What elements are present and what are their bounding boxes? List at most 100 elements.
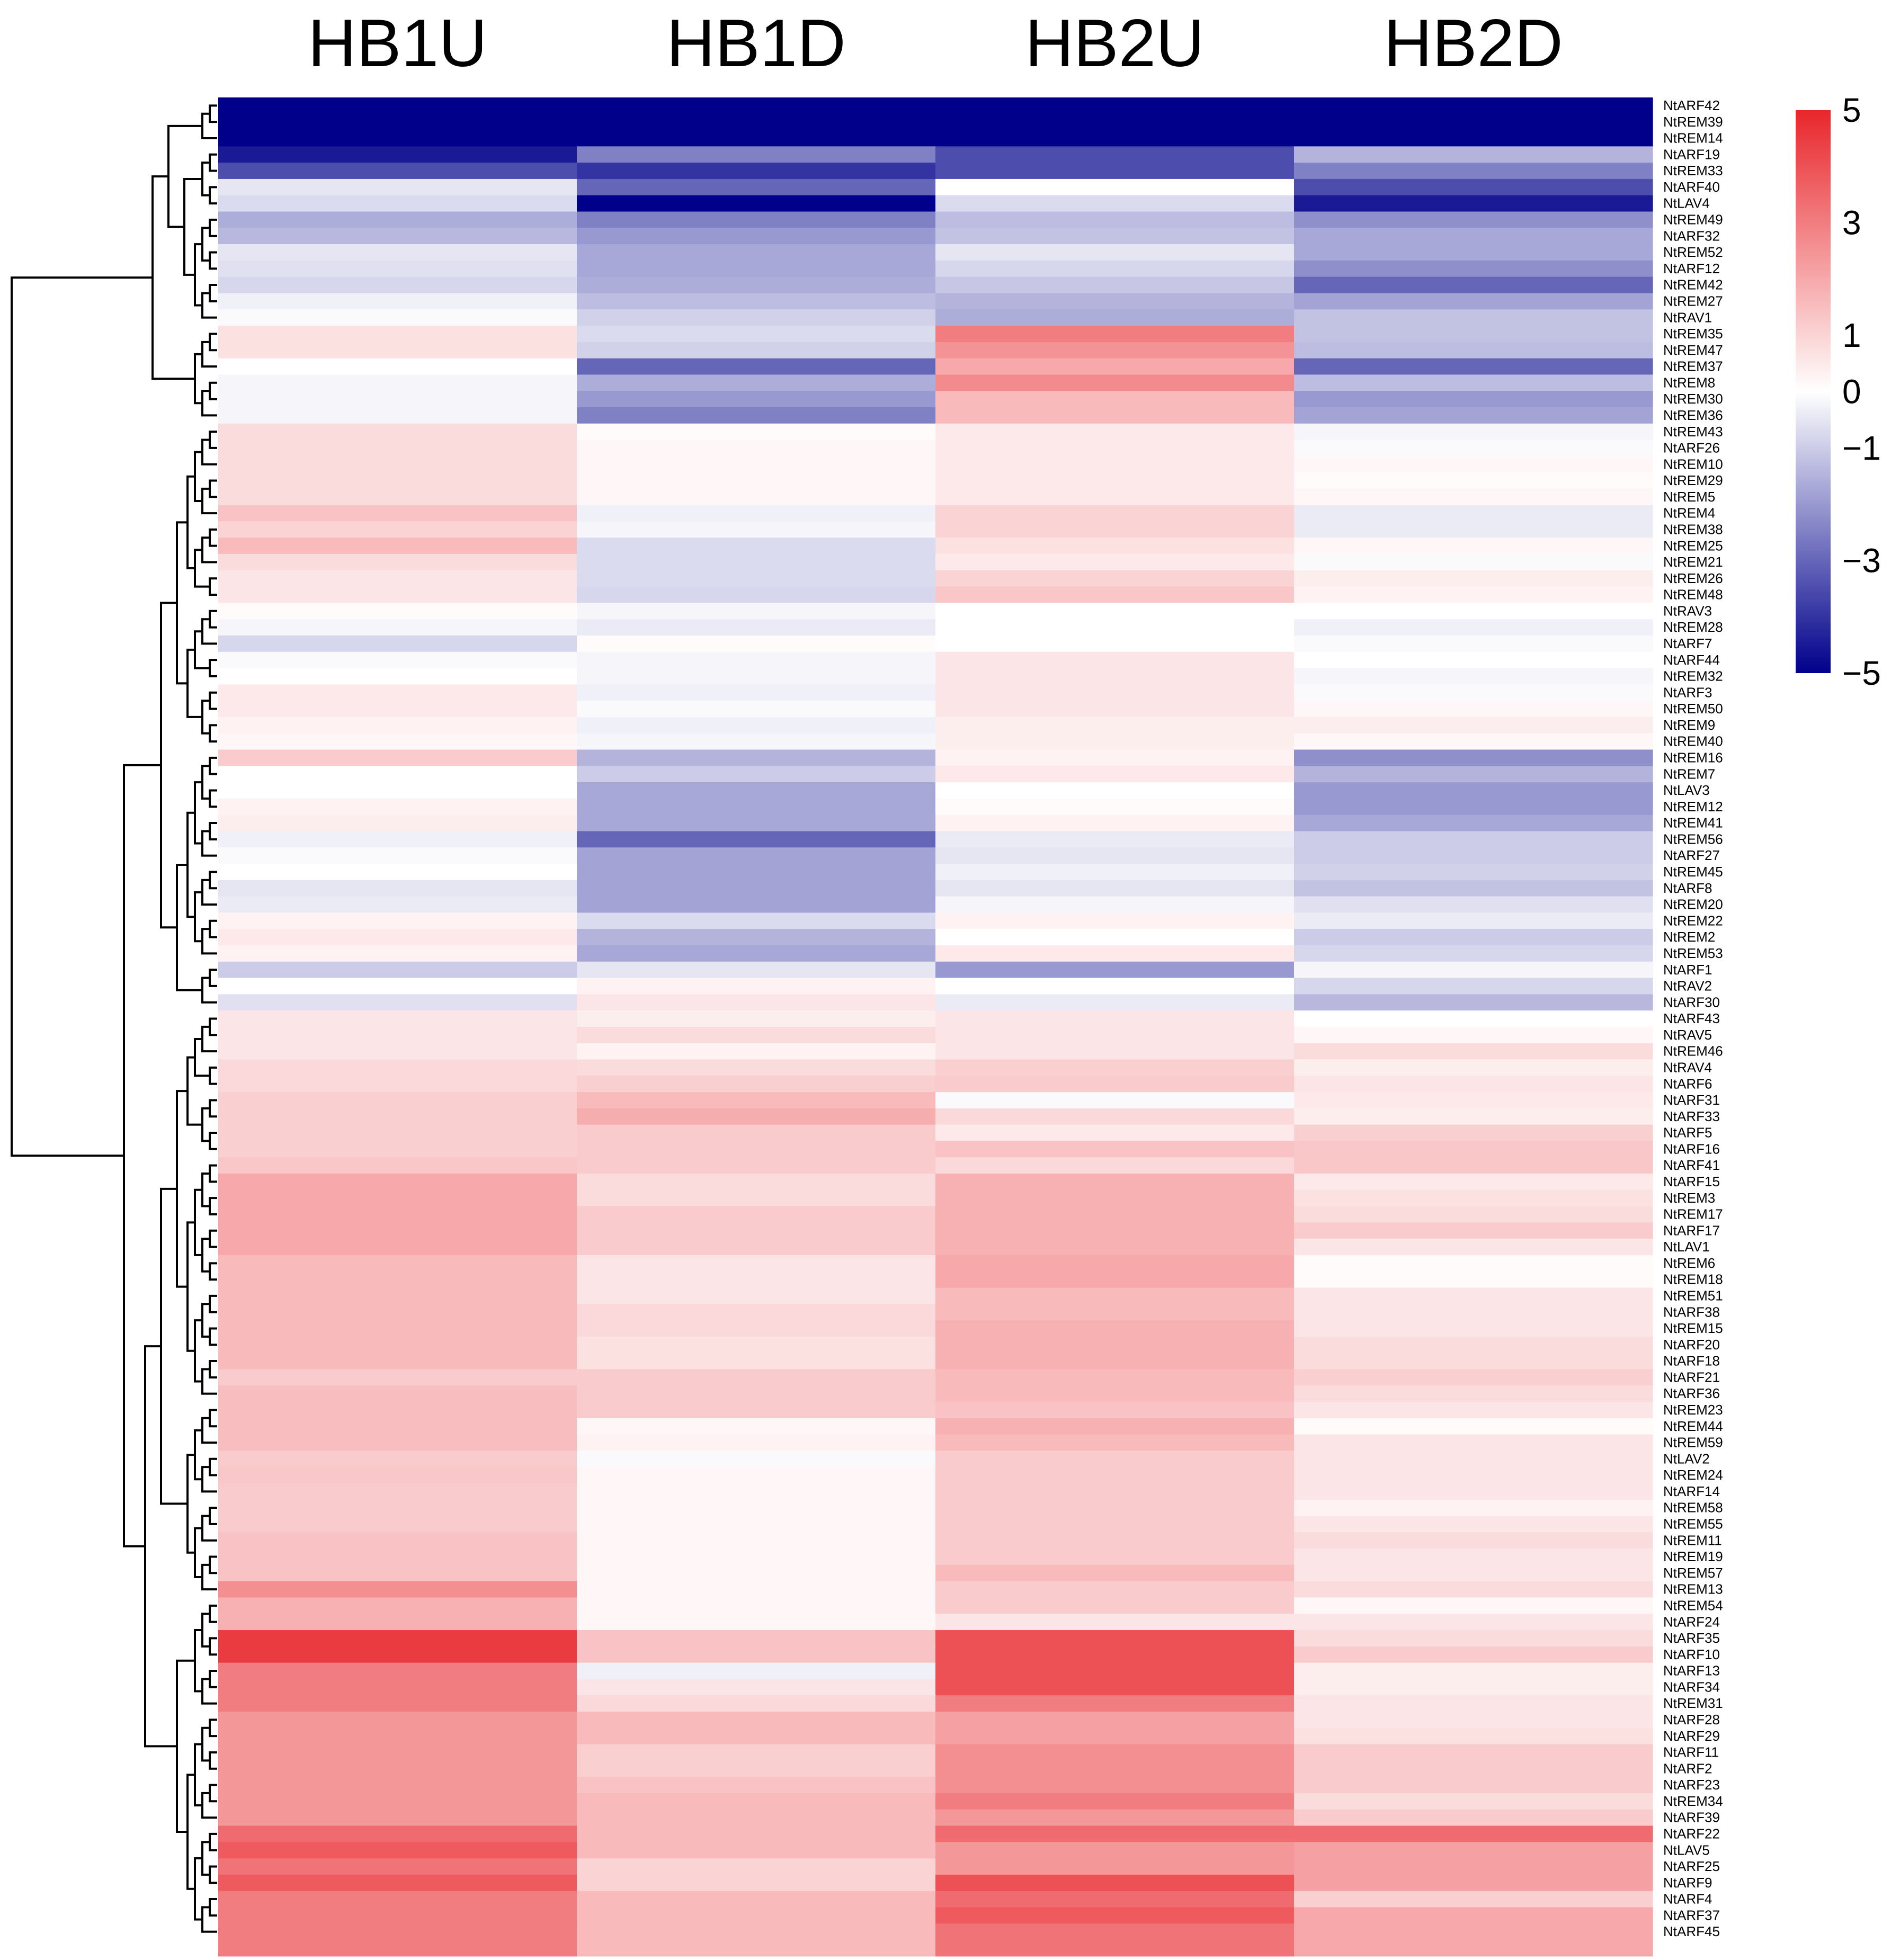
- heatmap-cell: [935, 1108, 1295, 1125]
- heatmap-cell: [935, 733, 1295, 750]
- heatmap-cell: [218, 1418, 577, 1435]
- dendrogram-branch: [209, 1327, 217, 1346]
- heatmap-cell: [1294, 570, 1653, 587]
- heatmap-cell: [1294, 684, 1653, 701]
- row-label: NtREM43: [1663, 424, 1723, 440]
- heatmap-cell: [218, 684, 577, 701]
- dendrogram-branch: [209, 577, 217, 596]
- heatmap-cell: [218, 1711, 577, 1729]
- row-label: NtREM11: [1663, 1532, 1722, 1548]
- row-label: NtARF11: [1663, 1744, 1719, 1760]
- row-dendrogram: [11, 104, 217, 1933]
- row-label: NtREM35: [1663, 326, 1723, 342]
- heatmap-cell: [935, 864, 1295, 881]
- heatmap-cell: [218, 651, 577, 669]
- row-label: NtRAV2: [1663, 978, 1712, 994]
- row-labels: NtARF42NtREM39NtREM14NtARF19NtREM33NtARF…: [1663, 97, 1723, 1939]
- heatmap-cell: [218, 1010, 577, 1027]
- heatmap-cell: [935, 342, 1295, 359]
- heatmap-cell: [218, 1092, 577, 1109]
- dendrogram-branch: [209, 1865, 217, 1884]
- row-label: NtARF31: [1663, 1092, 1720, 1108]
- heatmap-cell: [1294, 619, 1653, 636]
- heatmap-cell: [1294, 211, 1653, 228]
- heatmap-cell: [577, 1809, 936, 1827]
- heatmap-cell: [577, 749, 936, 766]
- heatmap-cell: [1294, 1141, 1653, 1158]
- heatmap-cell: [935, 1679, 1295, 1696]
- heatmap-cell: [218, 1385, 577, 1402]
- heatmap-cell: [935, 1483, 1295, 1500]
- heatmap-cell: [218, 1222, 577, 1239]
- heatmap-cell: [577, 1695, 936, 1712]
- heatmap-cell: [218, 1173, 577, 1191]
- row-label: NtARF42: [1663, 97, 1720, 113]
- heatmap-cell: [218, 1206, 577, 1223]
- heatmap-cell: [935, 1662, 1295, 1679]
- row-label: NtARF1: [1663, 962, 1712, 978]
- heatmap-cell: [218, 423, 577, 441]
- heatmap-cell: [1294, 1940, 1653, 1957]
- heatmap-cell: [577, 1516, 936, 1533]
- row-label: NtREM27: [1663, 293, 1723, 309]
- heatmap-cell: [577, 1173, 936, 1191]
- heatmap-cell: [1294, 326, 1653, 343]
- row-label: NtREM17: [1663, 1206, 1723, 1222]
- row-label: NtRAV4: [1663, 1059, 1712, 1075]
- heatmap-cell: [1294, 1010, 1653, 1027]
- row-label: NtARF17: [1663, 1222, 1720, 1238]
- heatmap-cell: [1294, 668, 1653, 685]
- heatmap-cell: [577, 1320, 936, 1337]
- heatmap-cell: [935, 440, 1295, 457]
- heatmap-cell: [935, 391, 1295, 408]
- row-label: NtARF18: [1663, 1353, 1720, 1369]
- heatmap-cell: [218, 1825, 577, 1842]
- heatmap-cell: [935, 554, 1295, 571]
- heatmap-cell: [577, 342, 936, 359]
- heatmap-cell: [1294, 146, 1653, 163]
- heatmap-cell: [935, 1402, 1295, 1419]
- row-label: NtREM18: [1663, 1272, 1723, 1287]
- heatmap-cell: [577, 1760, 936, 1777]
- heatmap-cell: [577, 1418, 936, 1435]
- row-label: NtREM37: [1663, 359, 1723, 374]
- heatmap-cell: [935, 1451, 1295, 1467]
- heatmap-cell: [935, 178, 1295, 196]
- heatmap-cell: [218, 391, 577, 408]
- row-label: NtREM51: [1663, 1288, 1723, 1304]
- row-label: NtARF29: [1663, 1728, 1720, 1744]
- dendrogram-branch: [209, 1197, 217, 1215]
- dendrogram-branch: [160, 602, 177, 929]
- heatmap-cell: [1294, 1842, 1653, 1859]
- heatmap-cell: [1294, 228, 1653, 245]
- dendrogram-branch: [176, 1659, 195, 1833]
- dendrogram-branch: [209, 381, 217, 400]
- heatmap-cell: [577, 276, 936, 294]
- heatmap-cell: [218, 1157, 577, 1174]
- dendrogram-branch: [160, 1187, 188, 1505]
- heatmap-cell: [1294, 1825, 1653, 1842]
- heatmap-cell: [218, 163, 577, 180]
- dendrogram-branch: [209, 333, 217, 352]
- heatmap-cell: [1294, 1662, 1653, 1679]
- row-label: NtARF12: [1663, 261, 1720, 276]
- heatmap-cell: [577, 309, 936, 326]
- heatmap-cell: [935, 1744, 1295, 1761]
- heatmap-cell: [218, 619, 577, 636]
- heatmap-cell: [1294, 488, 1653, 506]
- heatmap-cell: [218, 1287, 577, 1304]
- heatmap-cell: [577, 635, 936, 652]
- heatmap-cell: [577, 1728, 936, 1745]
- heatmap-cell: [218, 244, 577, 261]
- row-label: NtREM38: [1663, 521, 1723, 537]
- color-legend-bar: [1796, 110, 1831, 673]
- dendrogram-branch: [209, 1604, 217, 1623]
- row-label: NtREM59: [1663, 1435, 1723, 1451]
- heatmap-cell: [935, 912, 1295, 929]
- heatmap-cell: [577, 1662, 936, 1679]
- heatmap-cell: [218, 945, 577, 962]
- dendrogram-branch: [209, 186, 217, 205]
- heatmap-cell: [218, 994, 577, 1011]
- heatmap-cell: [218, 912, 577, 929]
- legend-tick-label: 3: [1842, 204, 1861, 242]
